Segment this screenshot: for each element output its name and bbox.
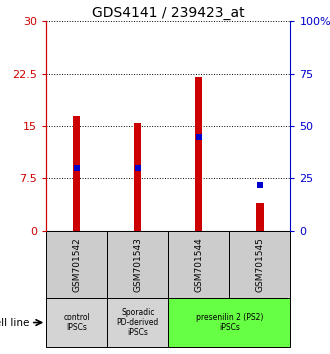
- Bar: [256, 203, 264, 231]
- Bar: [46, 298, 107, 347]
- Bar: [107, 298, 168, 347]
- Bar: [168, 298, 290, 347]
- Point: [196, 134, 201, 139]
- Text: cell line: cell line: [0, 318, 29, 327]
- Bar: [134, 122, 142, 231]
- Bar: [73, 115, 81, 231]
- Text: control
IPSCs: control IPSCs: [63, 313, 90, 332]
- Bar: [229, 231, 290, 298]
- Text: Sporadic
PD-derived
iPSCs: Sporadic PD-derived iPSCs: [116, 308, 159, 337]
- Bar: [168, 231, 229, 298]
- Point: [135, 165, 140, 171]
- Bar: [195, 77, 203, 231]
- Text: GSM701545: GSM701545: [255, 237, 264, 292]
- Point: [74, 165, 79, 171]
- Bar: [46, 231, 107, 298]
- Title: GDS4141 / 239423_at: GDS4141 / 239423_at: [92, 6, 245, 20]
- Point: [257, 182, 263, 188]
- Text: presenilin 2 (PS2)
iPSCs: presenilin 2 (PS2) iPSCs: [196, 313, 263, 332]
- Text: GSM701544: GSM701544: [194, 237, 203, 292]
- Bar: [107, 231, 168, 298]
- Text: GSM701543: GSM701543: [133, 237, 142, 292]
- Text: GSM701542: GSM701542: [72, 237, 81, 292]
